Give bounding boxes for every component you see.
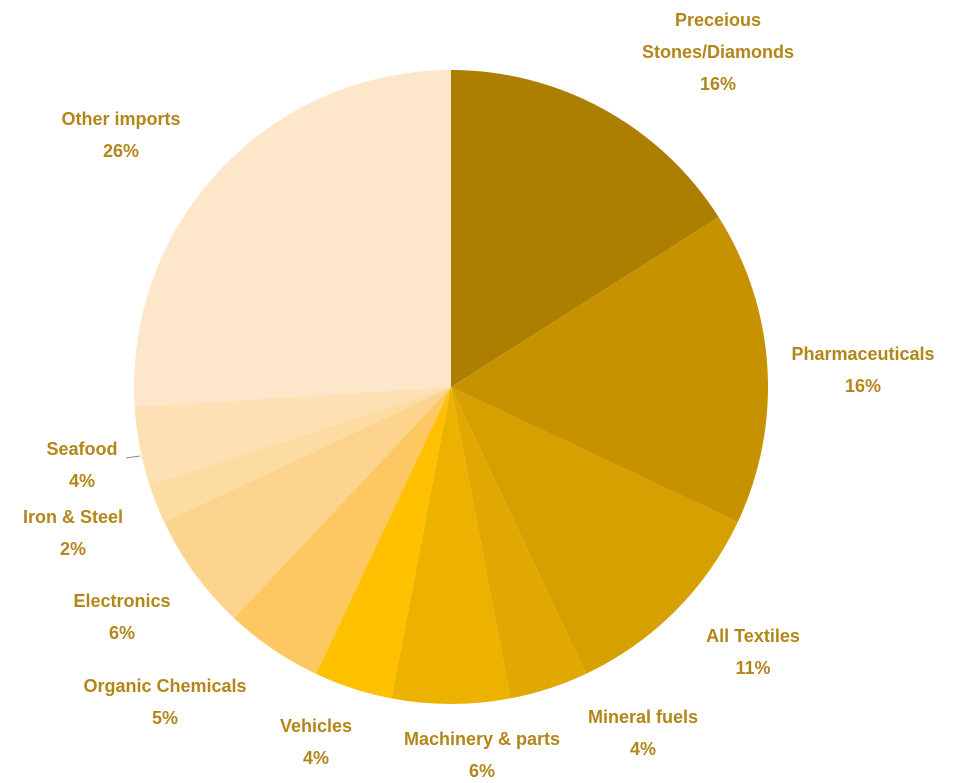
category-label: Seafood: [46, 439, 118, 459]
slice-label: Preceious Stones/Diamonds 16%: [623, 4, 813, 100]
value-label: 2%: [59, 539, 86, 559]
pie-slice: [134, 70, 451, 407]
value-label: 4%: [68, 471, 96, 491]
slice-label: Pharmaceuticals 16%: [791, 338, 934, 402]
slice-label: Mineral fuels 4%: [588, 701, 698, 765]
pie-slice: [391, 387, 511, 705]
pie-slice: [233, 387, 451, 674]
category-label: Iron & Steel: [22, 507, 124, 527]
category-label: Preceious Stones/Diamonds: [641, 10, 795, 62]
pie-slice: [451, 217, 769, 522]
pie-slice: [451, 387, 738, 674]
leader-line: [125, 455, 141, 459]
value-label: 4%: [302, 748, 329, 768]
value-label: 16%: [699, 74, 737, 94]
slice-label: Vehicles 4%: [280, 710, 352, 774]
slice-label: Other imports 26%: [61, 103, 180, 167]
value-label: 5%: [151, 708, 179, 728]
category-label: Other imports: [61, 109, 181, 129]
category-label: Organic Chemicals: [83, 676, 247, 696]
pie-slice: [149, 387, 452, 522]
slice-label: Machinery & parts 6%: [404, 723, 560, 783]
category-label: Vehicles: [279, 716, 353, 736]
category-label: All Textiles: [706, 626, 800, 646]
category-label: Pharmaceuticals: [791, 344, 935, 364]
value-label: 6%: [468, 761, 495, 781]
value-label: 26%: [102, 141, 140, 161]
value-label: 16%: [844, 376, 882, 396]
pie-slice: [134, 387, 451, 485]
slice-label: Iron & Steel 2%: [23, 501, 123, 565]
slice-label: Organic Chemicals 5%: [83, 670, 246, 734]
category-label: Mineral fuels: [587, 707, 699, 727]
pie-slice: [451, 387, 586, 699]
pie-slice: [451, 70, 719, 387]
pie-slice: [164, 387, 451, 619]
slice-label: Electronics 6%: [73, 585, 170, 649]
category-label: Machinery & parts: [403, 729, 561, 749]
category-label: Electronics: [73, 591, 171, 611]
slice-label: Seafood 4%: [46, 433, 117, 497]
pie-slice: [316, 387, 451, 699]
value-label: 4%: [629, 739, 656, 759]
slice-label: All Textiles 11%: [706, 620, 800, 684]
value-label: 11%: [735, 658, 771, 678]
value-label: 6%: [108, 623, 136, 643]
